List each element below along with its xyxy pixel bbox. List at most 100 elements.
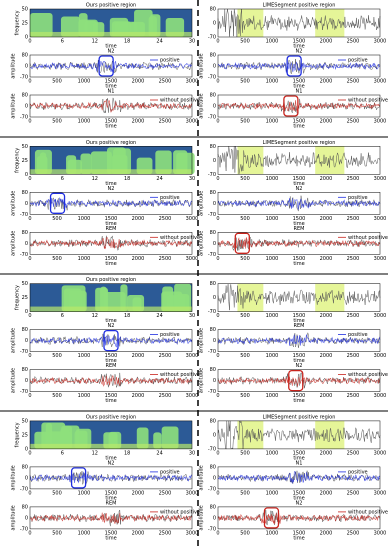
x-tick-label: 1500 (293, 39, 306, 45)
legend-label: without positive (348, 372, 388, 378)
plot-bg (30, 95, 192, 117)
x-axis-label: time (293, 84, 304, 90)
y-axis-label: frequency (15, 285, 21, 310)
axes-frame (217, 466, 381, 490)
x-tick-label: 3000 (186, 79, 199, 85)
x-tick-label: 2000 (320, 216, 333, 222)
x-tick-label: 2000 (132, 119, 145, 125)
x-tick-label: 12 (92, 313, 98, 319)
y-tick-label: 80 (210, 367, 216, 373)
y-tick-label: -70 (20, 252, 28, 258)
y-tick-label: 50 (22, 7, 28, 13)
y-tick-label: -70 (20, 349, 28, 355)
y-tick-label: 80 (22, 464, 28, 470)
x-tick-label: 0 (28, 393, 31, 399)
x-tick-label: 500 (240, 313, 250, 319)
axes-frame (29, 466, 193, 490)
x-tick-label: 500 (240, 256, 250, 262)
highlighted-signal (29, 197, 193, 209)
class-label: N2 (108, 460, 115, 466)
x-tick-label: 0 (28, 450, 31, 456)
y-tick-label: -70 (208, 212, 216, 218)
x-tick-label: 500 (52, 530, 62, 536)
y-tick-label: -70 (20, 389, 28, 395)
x-tick-label: 2000 (320, 450, 333, 456)
x-tick-label: 1000 (78, 79, 91, 85)
class-label: N2 (296, 49, 303, 55)
highlighted-signal (29, 335, 193, 348)
y-tick-label: 25 (22, 432, 28, 438)
x-tick-label: 0 (216, 313, 219, 319)
axes-frame (217, 54, 381, 78)
x-tick-label: 0 (216, 353, 219, 359)
x-tick-label: 3000 (186, 490, 199, 496)
y-tick-label: 80 (210, 327, 216, 333)
x-tick-label: 1000 (78, 530, 91, 536)
x-tick-label: 1500 (293, 353, 306, 359)
y-axis-label: amplitude (199, 53, 205, 78)
x-axis-label: time (293, 455, 304, 461)
x-tick-label: 500 (52, 353, 62, 359)
x-tick-label: 2500 (159, 216, 172, 222)
x-tick-label: 24 (156, 450, 162, 456)
x-tick-label: 3000 (374, 176, 387, 182)
x-tick-label: 2500 (347, 119, 360, 125)
x-tick-label: 1000 (266, 490, 279, 496)
x-tick-label: 0 (216, 393, 219, 399)
x-tick-label: 1500 (105, 490, 118, 496)
x-tick-label: 2500 (159, 393, 172, 399)
x-axis-label: time (105, 455, 116, 461)
x-tick-label: 1500 (293, 216, 306, 222)
x-tick-label: 6 (61, 39, 64, 45)
axes-frame (29, 420, 193, 450)
x-axis-label: time (105, 318, 116, 324)
axes-frame (29, 54, 193, 78)
x-tick-label: 1500 (105, 393, 118, 399)
x-tick-label: 2000 (320, 256, 333, 262)
y-tick-label: -70 (208, 75, 216, 81)
y-tick-label: -70 (208, 446, 216, 452)
signal-line (217, 509, 381, 526)
x-tick-label: 0 (28, 216, 31, 222)
class-label: N2 (108, 186, 115, 192)
x-tick-label: 1000 (266, 393, 279, 399)
x-tick-label: 2500 (347, 256, 360, 262)
x-tick-label: 3000 (374, 256, 387, 262)
x-tick-label: 2500 (347, 353, 360, 359)
x-tick-label: 500 (52, 79, 62, 85)
class-label: REM (294, 226, 305, 232)
highlight-box (234, 232, 250, 254)
y-tick-label: 80 (22, 53, 28, 59)
highlighted-signal (217, 198, 381, 210)
y-axis-label: amplitude (199, 465, 205, 490)
y-tick-label: 0 (213, 104, 216, 110)
x-tick-label: 3000 (186, 530, 199, 536)
class-label: REM (106, 226, 117, 232)
x-tick-label: 0 (28, 353, 31, 359)
axes-frame (217, 146, 381, 175)
x-tick-label: 500 (240, 119, 250, 125)
x-axis-label: time (293, 221, 304, 227)
axes-frame (217, 192, 381, 215)
y-axis-label: amplitude (11, 328, 17, 353)
x-axis-label: time (105, 358, 116, 364)
highlighted-signal (29, 375, 193, 387)
x-tick-label: 18 (124, 450, 130, 456)
x-tick-label: 2500 (347, 176, 360, 182)
y-tick-label: -70 (208, 389, 216, 395)
y-tick-label: -70 (20, 212, 28, 218)
highlighted-signal (29, 471, 193, 484)
highlight-box (263, 507, 280, 529)
y-tick-label: 0 (25, 338, 28, 344)
x-axis-label: time (105, 221, 116, 227)
x-tick-label: 2000 (320, 313, 333, 319)
segment-highlight (315, 9, 345, 37)
x-tick-label: 2500 (347, 530, 360, 536)
highlighted-signal (29, 512, 193, 524)
axes-frame (29, 232, 193, 255)
y-axis-label: amplitude (11, 191, 17, 216)
x-tick-label: 1000 (266, 216, 279, 222)
axes-frame (217, 506, 381, 530)
x-axis-label: time (105, 398, 116, 404)
